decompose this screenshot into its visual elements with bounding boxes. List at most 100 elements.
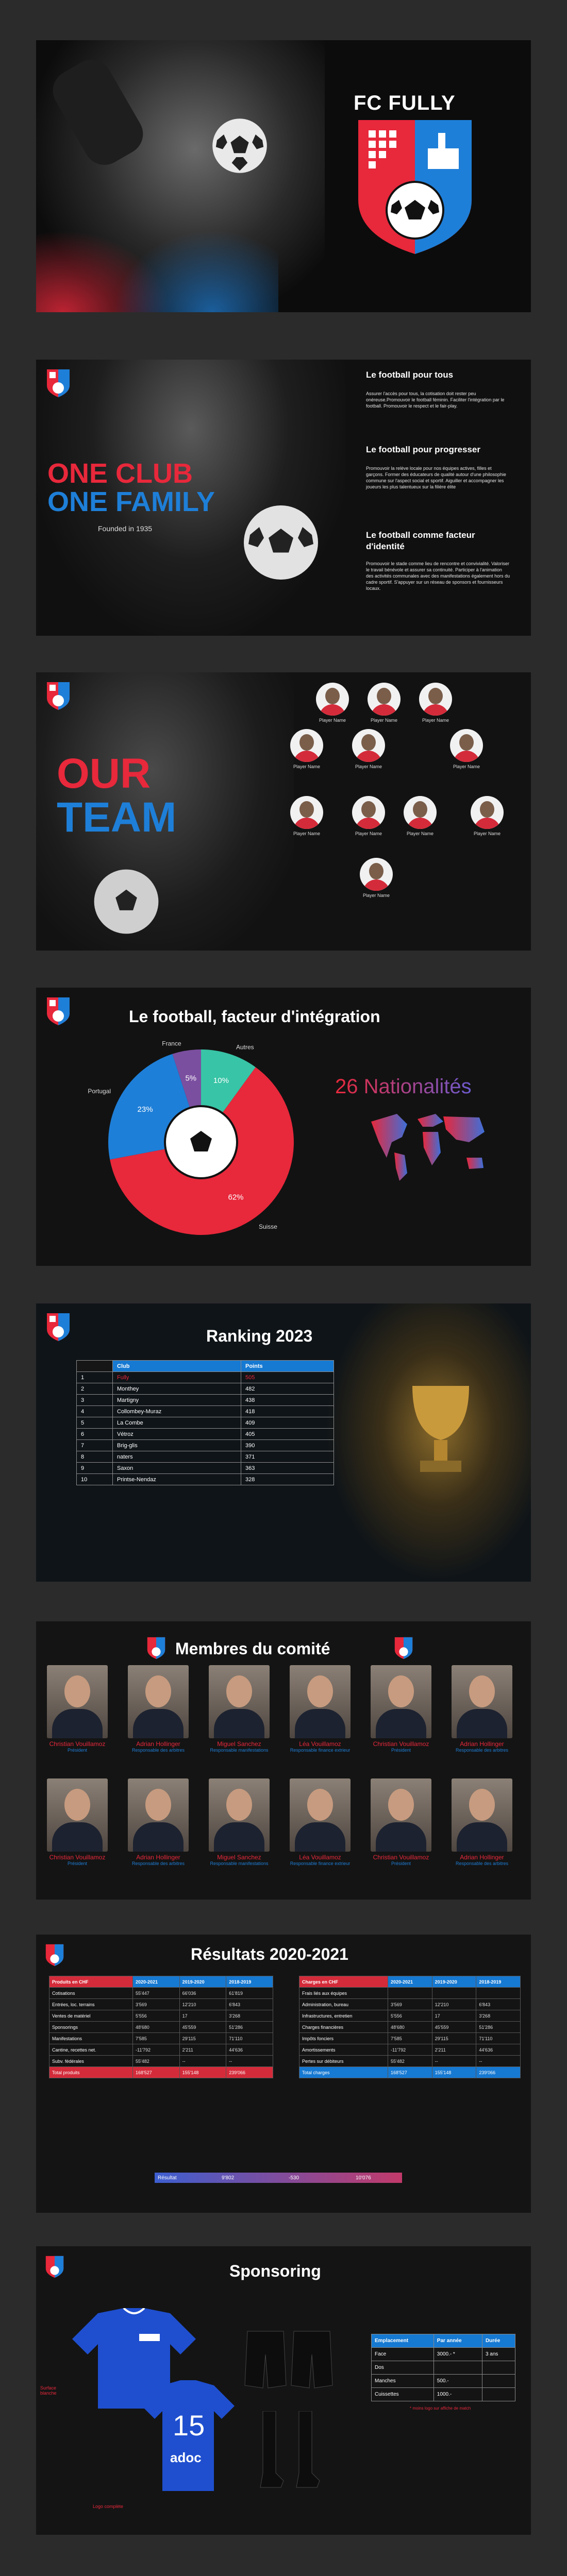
club-cell: Monthey xyxy=(112,1383,241,1395)
member-photo xyxy=(209,1665,270,1738)
fin-cell: 55'447 xyxy=(132,1987,180,1999)
crest-icon xyxy=(45,2256,64,2278)
points-cell: 328 xyxy=(241,1473,334,1485)
fin-cell: Charges financières xyxy=(298,2021,389,2033)
fin-cell: 29'115 xyxy=(179,2032,227,2044)
fin-row: Infrastructures, entretien 5'556 17 3'268 xyxy=(298,2010,521,2022)
pie-value-label: 5% xyxy=(185,1074,196,1083)
ranking-row: 10 Printse-Nendaz 328 xyxy=(76,1473,334,1485)
member-card: Adrian Hollinger Responsable des arbitres xyxy=(441,1665,523,1753)
fin-cell xyxy=(388,1987,432,1999)
member-role: Responsable des arbitres xyxy=(455,1748,509,1753)
fin-cell: 17 xyxy=(179,2010,227,2022)
fin-row: Charges financières 48'680 45'559 51'286 xyxy=(298,2021,521,2033)
slide-title: Sponsoring xyxy=(229,2262,321,2280)
fin-cell: 7'585 xyxy=(388,2032,432,2044)
rank-cell: 4 xyxy=(76,1405,113,1417)
member-name: Adrian Hollinger xyxy=(136,1854,180,1861)
member-role: Responsable des arbitres xyxy=(131,1748,185,1753)
label-logo: Logo complète xyxy=(93,2504,124,2509)
ranking-row: 4 Collombey-Muraz 418 xyxy=(76,1405,334,1417)
fin-row: Amortissements -11'792 2'211 44'636 xyxy=(298,2044,521,2056)
fin-total-cell: 155'148 xyxy=(431,2066,477,2078)
slide-team: OUR TEAM Player Name Player Name Player Na… xyxy=(36,672,531,951)
sponsor-cell xyxy=(481,2387,516,2401)
player-card: Player Name xyxy=(392,796,448,836)
member-name: Léa Vouillamoz xyxy=(299,1854,341,1861)
member-name: Adrian Hollinger xyxy=(460,1854,504,1861)
player-avatar xyxy=(352,729,385,762)
pie-slice-suisse xyxy=(110,1067,294,1235)
smoke-blue xyxy=(113,230,278,312)
fin-cell: 3'569 xyxy=(388,1998,432,2010)
member-role: Président xyxy=(391,1861,411,1866)
jersey-sponsor: adoc xyxy=(170,2450,202,2465)
member-photo xyxy=(128,1665,189,1738)
socks-icon xyxy=(260,2411,320,2488)
member-name: Christian Vouillamoz xyxy=(49,1854,106,1861)
fin-cell: 12'210 xyxy=(179,1998,227,2010)
fin-cell: 48'680 xyxy=(388,2021,432,2033)
ranking-row: 7 Brig-glis 390 xyxy=(76,1439,334,1451)
fin-row: Ventes de matériel 5'556 17 3'268 xyxy=(49,2010,273,2022)
fin-cell: 5'556 xyxy=(132,2010,180,2022)
fin-cell: 3'268 xyxy=(226,2010,273,2022)
sponsor-cell xyxy=(481,2374,516,2388)
club-cell: Brig-glis xyxy=(112,1439,241,1451)
crest-icon xyxy=(394,1637,413,1659)
fin-cell xyxy=(431,1987,477,1999)
member-photo xyxy=(47,1665,108,1738)
heading-one-family: ONE FAMILY xyxy=(47,486,215,517)
pie-category-label: Autres xyxy=(236,1043,254,1050)
member-photo xyxy=(452,1665,512,1738)
sponsor-cell: Dos xyxy=(371,2361,434,2375)
fin-total-cell: 155'148 xyxy=(179,2066,227,2078)
club-cell: Collombey-Muraz xyxy=(112,1405,241,1417)
fin-total-row: Total produits 168'527 155'148 239'066 xyxy=(49,2066,273,2078)
pie-slice-portugal xyxy=(108,1054,190,1160)
fin-total-cell: Total charges xyxy=(298,2066,389,2078)
member-photo xyxy=(290,1665,351,1738)
points-cell: 371 xyxy=(241,1451,334,1463)
crest-icon xyxy=(47,369,70,397)
player-name: Player Name xyxy=(319,718,346,723)
ranking-row: 1 Fully 505 xyxy=(76,1371,334,1383)
fin-cell: 45'559 xyxy=(431,2021,477,2033)
fin-cell: Cantine, recettes net. xyxy=(49,2044,133,2056)
player-avatar xyxy=(419,683,452,716)
fin-cell: 3'569 xyxy=(132,1998,180,2010)
fin-cell: 6'843 xyxy=(476,1998,521,2010)
slide-one-club: ONE CLUB ONE FAMILY Founded in 1935 Le f… xyxy=(36,360,531,636)
fin-header: 2018-2019 xyxy=(226,1976,273,1988)
ball-icon xyxy=(94,869,159,934)
fin-cell: 51'286 xyxy=(226,2021,273,2033)
sponsor-cell: Cuissettes xyxy=(371,2387,434,2401)
fin-cell: 5'556 xyxy=(388,2010,432,2022)
member-card: Miguel Sanchez Responsable manifestations xyxy=(198,1665,280,1753)
player-avatar xyxy=(404,796,437,829)
club-cell: La Combe xyxy=(112,1417,241,1429)
team-photo xyxy=(36,672,294,951)
rank-cell: 7 xyxy=(76,1439,113,1451)
section-1-title: Le football pour tous xyxy=(366,370,454,380)
stadium-photo xyxy=(36,360,345,636)
player-avatar xyxy=(316,683,349,716)
fin-cell: 48'680 xyxy=(132,2021,180,2033)
fin-cell: 51'286 xyxy=(476,2021,521,2033)
player-card: Player Name xyxy=(356,683,412,723)
crest-icon xyxy=(47,997,70,1025)
sponsor-header: Emplacement xyxy=(371,2334,434,2348)
fin-cell: 66'036 xyxy=(179,1987,227,1999)
ball-pentagon xyxy=(190,1131,212,1151)
points-cell: 390 xyxy=(241,1439,334,1451)
products-table: Produits en CHF 2020-2021 2019-2020 2018-20… xyxy=(49,1976,273,2078)
slide-ranking: Ranking 2023 Club Points 1 Fully 505 2 Month… xyxy=(36,1303,531,1582)
player-card: Player Name xyxy=(304,683,361,723)
sponsor-cell: 3000.- * xyxy=(433,2347,482,2361)
fin-header: 2020-2021 xyxy=(388,1976,432,1988)
member-card: Adrian Hollinger Responsable des arbitres xyxy=(441,1778,523,1867)
pie-slice-autres xyxy=(201,1049,256,1112)
jersey-back-icon xyxy=(142,2380,235,2491)
fin-cell: -- xyxy=(431,2055,477,2067)
fin-cell: Ventes de matériel xyxy=(49,2010,133,2022)
